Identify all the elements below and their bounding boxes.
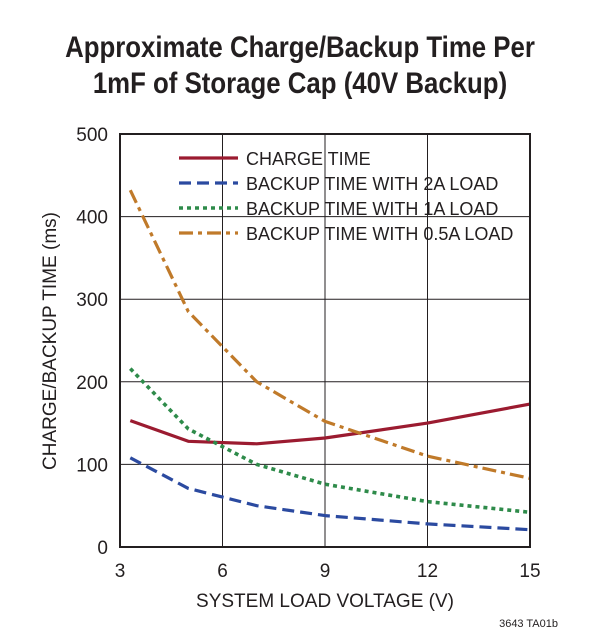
- x-tick-label: 9: [320, 561, 331, 582]
- legend-label-backup-time-with-2a-load: BACKUP TIME WITH 2A LOAD: [246, 174, 498, 194]
- y-tick-label: 500: [76, 125, 108, 146]
- series-line-backup-time-with-2a-load: [129, 456, 531, 532]
- y-tick-label: 0: [97, 538, 108, 559]
- y-axis-label: CHARGE/BACKUP TIME (ms): [40, 212, 61, 470]
- series-line-backup-time-with-0-5a-load: [128, 189, 531, 480]
- series-line-charge-time: [129, 402, 531, 446]
- y-tick-label: 300: [76, 290, 108, 311]
- plot-frame: [119, 133, 531, 548]
- legend-label-backup-time-with-0-5a-load: BACKUP TIME WITH 0.5A LOAD: [246, 224, 513, 244]
- x-tick-label: 6: [217, 561, 228, 582]
- figure-footnote: 3643 TA01b: [499, 618, 558, 630]
- x-axis-label: SYSTEM LOAD VOLTAGE (V): [196, 591, 454, 612]
- series-layer: [128, 189, 531, 532]
- legend-label-backup-time-with-1a-load: BACKUP TIME WITH 1A LOAD: [246, 199, 498, 219]
- y-tick-label: 100: [76, 455, 108, 476]
- x-tick-label: 12: [417, 561, 438, 582]
- chart-title: Approximate Charge/Backup Time Per 1mF o…: [42, 30, 558, 102]
- y-tick-labels: 0 100 200 300 400 500: [76, 125, 108, 559]
- x-tick-label: 15: [519, 561, 540, 582]
- x-tick-labels: 3 6 9 12 15: [115, 561, 541, 582]
- x-tick-label: 3: [115, 561, 126, 582]
- y-tick-label: 400: [76, 208, 108, 229]
- series-line-backup-time-with-1a-load: [129, 367, 531, 515]
- legend: CHARGE TIME BACKUP TIME WITH 2A LOAD BACKU…: [179, 149, 513, 244]
- chart-title-line-2: 1mF of Storage Cap (40V Backup): [92, 67, 508, 100]
- y-tick-label: 200: [76, 373, 108, 394]
- legend-label-charge-time: CHARGE TIME: [246, 149, 371, 169]
- chart-title-line-1: Approximate Charge/Backup Time Per: [65, 31, 535, 64]
